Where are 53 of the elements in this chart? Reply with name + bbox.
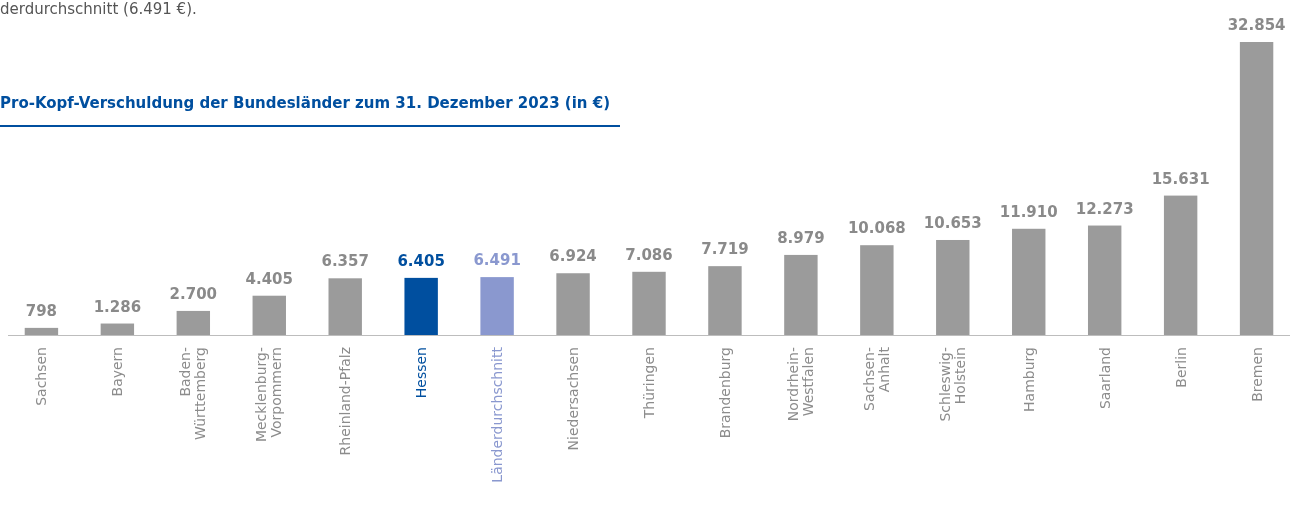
bar (1087, 225, 1122, 335)
x-tick-label: Saarland (1096, 347, 1113, 410)
x-tick-label: Schleswig- Holstein (936, 347, 968, 422)
x-tick-label: Thüringen (641, 347, 657, 420)
bar (860, 245, 894, 335)
x-tick-label: Bremen (1248, 347, 1265, 402)
data-label: 2.700 (169, 284, 218, 303)
data-label: 6.405 (397, 251, 445, 270)
x-tick-label: Brandenburg (716, 347, 733, 439)
bar (404, 277, 438, 335)
bar (100, 323, 135, 335)
bar (784, 254, 818, 335)
data-label: 6.924 (549, 247, 597, 266)
text: Pro-Kopf-Verschuldung der Bundesländer zum 31. Dezember 2023 (in €) (0, 94, 610, 112)
x-tick-label: Rheinland-Pfalz (337, 347, 354, 456)
data-label: 1.286 (93, 297, 142, 316)
x-tick-label: Sachsen- Anhalt (860, 346, 892, 411)
bar (252, 295, 286, 335)
bar (556, 273, 590, 335)
text: derdurchschnitt (6.491 €). (0, 0, 197, 18)
data-label: 6.357 (321, 252, 369, 271)
bar (708, 266, 742, 335)
x-tick-label: Bayern (109, 347, 126, 397)
x-tick-label: Berlin (1172, 347, 1189, 388)
bar (1163, 195, 1198, 335)
data-label: 32.854 (1227, 16, 1286, 34)
x-tick-label: Nordrhein- Westfalen (784, 347, 816, 422)
bar (1012, 228, 1046, 335)
data-label: 8.979 (777, 228, 825, 247)
x-tick-label: Länderdurchschnitt (489, 346, 506, 483)
data-label: 15.631 (1151, 169, 1210, 188)
x-tick-label: Hamburg (1020, 347, 1037, 412)
data-label: 7.719 (701, 240, 749, 259)
bar (328, 278, 362, 335)
bar (936, 239, 970, 335)
x-tick-label: Mecklenburg- Vorpommern (253, 347, 285, 443)
bar (1239, 42, 1274, 335)
data-label: 10.068 (847, 219, 906, 238)
x-tick-label: Hessen (413, 347, 430, 399)
bar (480, 277, 514, 335)
bar (24, 327, 59, 335)
bar (632, 271, 666, 335)
x-tick-label: Baden- Württemberg (177, 347, 209, 441)
x-tick-label: Niedersachsen (565, 347, 582, 451)
data-label: 4.405 (245, 269, 293, 288)
data-label: 7.086 (625, 245, 673, 264)
data-label: 12.273 (1075, 199, 1134, 218)
data-label: 6.491 (473, 251, 521, 270)
data-label: 11.910 (999, 202, 1058, 221)
x-tick-label: Sachsen (33, 347, 50, 406)
data-label: 798 (25, 301, 58, 320)
bar (176, 310, 211, 335)
data-label: 10.653 (923, 213, 982, 232)
